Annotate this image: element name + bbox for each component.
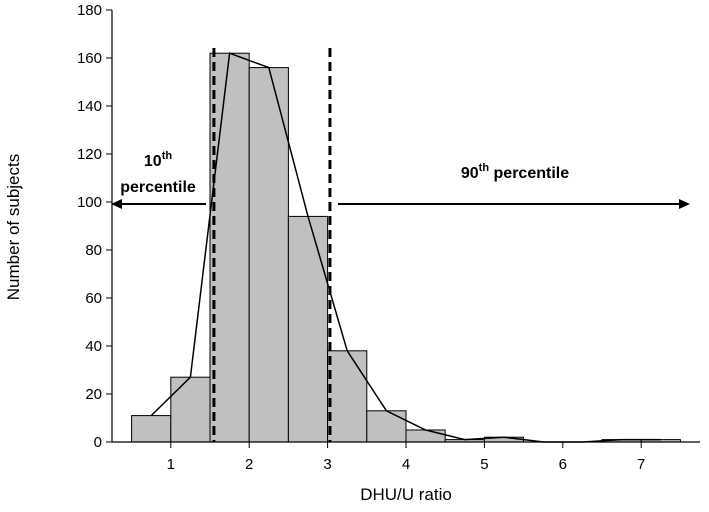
x-tick-label: 4 bbox=[402, 456, 410, 473]
reference-lines-group bbox=[212, 48, 332, 442]
y-ticks-group: 0 20 40 60 80 100 120 140 160 180 bbox=[77, 2, 112, 451]
histogram-bar-0 bbox=[131, 415, 172, 443]
x-tick-label: 5 bbox=[480, 456, 488, 473]
histogram-bar-7 bbox=[405, 429, 446, 443]
y-tick-label: 20 bbox=[85, 386, 102, 403]
y-tick-label: 80 bbox=[85, 242, 102, 259]
x-tick-label: 3 bbox=[323, 456, 331, 473]
x-ticks-group: 1 2 3 4 5 6 7 bbox=[167, 442, 645, 473]
y-tick-label: 100 bbox=[77, 194, 102, 211]
p10-arrow-head bbox=[111, 199, 122, 209]
y-tick-label: 40 bbox=[85, 338, 102, 355]
x-tick-label: 2 bbox=[245, 456, 253, 473]
x-tick-label: 1 bbox=[167, 456, 175, 473]
p90-annotation: 90th percentile bbox=[461, 162, 569, 182]
histogram-bar-2 bbox=[209, 52, 250, 443]
x-axis-title: DHU/U ratio bbox=[360, 485, 452, 504]
y-tick-label: 180 bbox=[77, 2, 102, 19]
y-tick-label: 120 bbox=[77, 146, 102, 163]
p10-annotation-word: percentile bbox=[120, 179, 196, 196]
y-tick-label: 0 bbox=[94, 434, 102, 451]
histogram-bar-5 bbox=[327, 350, 368, 443]
histogram-bar-6 bbox=[366, 410, 407, 443]
p90-arrow-head bbox=[679, 199, 690, 209]
p10-annotation-number: 10th bbox=[144, 150, 172, 170]
histogram-bar-1 bbox=[170, 376, 211, 443]
histogram-bar-3 bbox=[248, 67, 289, 443]
x-tick-label: 6 bbox=[559, 456, 567, 473]
y-tick-label: 140 bbox=[77, 98, 102, 115]
x-tick-label: 7 bbox=[637, 456, 645, 473]
y-tick-label: 60 bbox=[85, 290, 102, 307]
histogram-bar-4 bbox=[287, 215, 329, 443]
y-tick-label: 160 bbox=[77, 50, 102, 67]
y-axis-title: Number of subjects bbox=[4, 154, 23, 300]
